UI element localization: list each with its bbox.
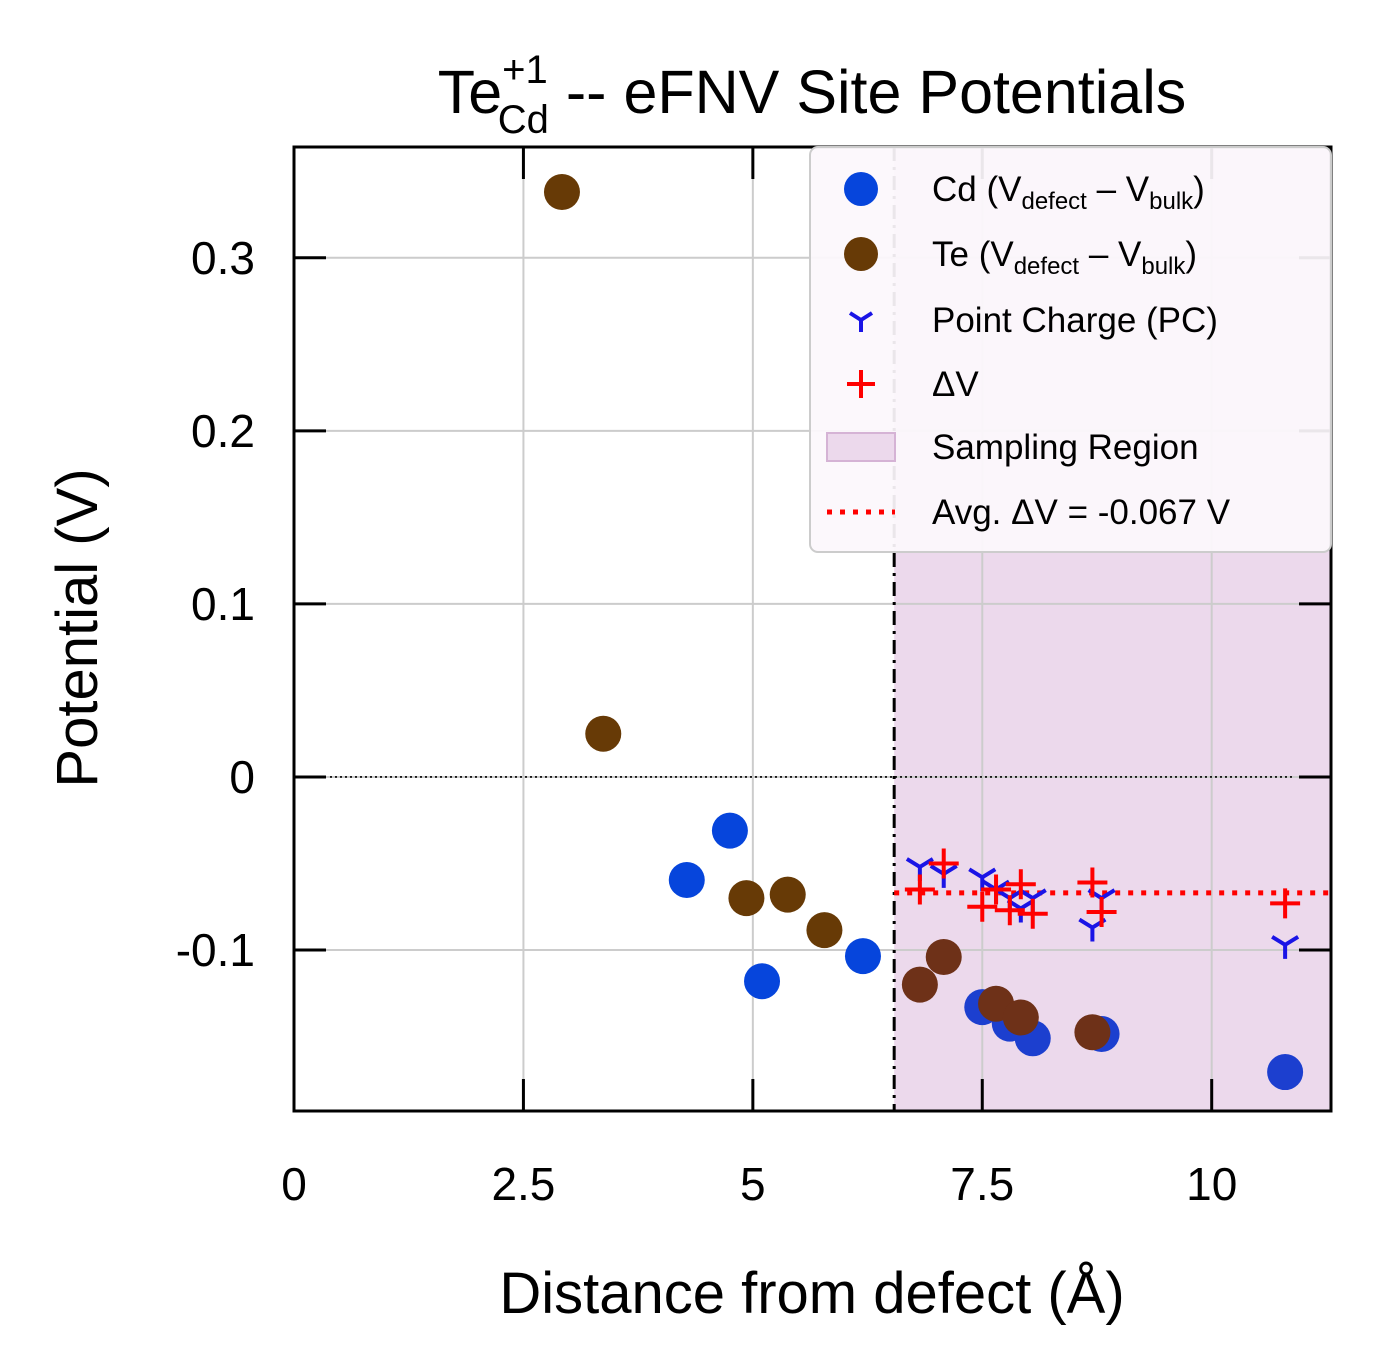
- data-point: [728, 880, 765, 917]
- x-tick-label: 10: [1186, 1158, 1237, 1210]
- legend-box: [809, 146, 1332, 553]
- data-point: [994, 895, 1025, 926]
- data-point: [744, 963, 781, 1000]
- y-tick-label: -0.1: [176, 924, 255, 976]
- x-tick-label: 0: [281, 1158, 307, 1210]
- legend-label-mid: – V: [1087, 170, 1150, 209]
- data-point: [901, 966, 938, 1003]
- data-point: [928, 848, 959, 879]
- legend-label-main: Te (V: [932, 235, 1014, 274]
- legend: Cd (Vdefect – Vbulk)Te (Vdefect – Vbulk)…: [809, 146, 1332, 553]
- y-tick-label: 0.1: [191, 578, 255, 630]
- x-tick-label: 7.5: [950, 1158, 1014, 1210]
- data-point: [769, 876, 806, 913]
- data-point: [668, 861, 705, 898]
- chart-title: Te+1 Cd -- eFNV Site Potentials: [438, 48, 1187, 142]
- legend-entry: Cd (Vdefect – Vbulk): [844, 170, 1205, 215]
- legend-entry: Sampling Region: [826, 428, 1199, 467]
- data-point: [1271, 935, 1300, 959]
- legend-label-mid: – V: [1079, 235, 1142, 274]
- data-point: [1017, 898, 1048, 929]
- data-point: [806, 912, 843, 949]
- legend-label-sub: defect: [1014, 253, 1080, 280]
- plot-frame: [292, 145, 1333, 1113]
- legend-marker-icon: [848, 311, 874, 332]
- legend-label: ΔV: [932, 365, 979, 404]
- title-superscript: +1: [502, 48, 548, 92]
- data-point: [1086, 896, 1117, 927]
- x-tick-label: 5: [740, 1158, 766, 1210]
- legend-entry: Point Charge (PC): [848, 301, 1218, 340]
- data-point: [904, 874, 935, 905]
- title-subscript: Cd: [498, 98, 549, 142]
- legend-label-sub: bulk: [1149, 188, 1194, 215]
- title-rest: -- eFNV Site Potentials: [549, 58, 1186, 126]
- data-point: [711, 812, 748, 849]
- series-3: [904, 848, 1301, 929]
- legend-entry: ΔV: [847, 365, 979, 404]
- legend-entry: Te (Vdefect – Vbulk): [844, 235, 1197, 280]
- legend-label-tail: ): [1185, 235, 1197, 274]
- data-point: [1005, 869, 1036, 900]
- legend-label-main: Cd (V: [932, 170, 1022, 209]
- legend-label-sub: defect: [1021, 188, 1087, 215]
- y-tick-label: 0.2: [191, 405, 255, 457]
- legend-marker-icon: [847, 370, 875, 398]
- legend-label-main: Point Charge (PC): [932, 301, 1218, 340]
- data-point: [1267, 1054, 1304, 1091]
- data-point: [967, 891, 998, 922]
- legend-entry: Avg. ΔV = -0.067 V: [827, 493, 1231, 532]
- legend-marker-icon: [844, 172, 878, 206]
- data-point: [1077, 867, 1108, 898]
- legend-marker-icon: [844, 237, 878, 271]
- legend-label-main: ΔV: [932, 365, 979, 404]
- legend-label-tail: ): [1193, 170, 1205, 209]
- data-point: [585, 715, 622, 752]
- legend-patch-icon: [826, 432, 896, 462]
- x-tick-label: 2.5: [491, 1158, 555, 1210]
- legend-label: Point Charge (PC): [932, 301, 1218, 340]
- data-point: [844, 938, 881, 975]
- data-point: [1270, 888, 1301, 919]
- x-axis-label: Distance from defect (Å): [499, 1261, 1124, 1326]
- data-point: [543, 173, 580, 210]
- legend-label-main: Sampling Region: [932, 428, 1199, 467]
- legend-label: Avg. ΔV = -0.067 V: [932, 493, 1231, 532]
- data-point: [925, 938, 962, 975]
- legend-label-sub: bulk: [1141, 253, 1186, 280]
- y-tick-label: 0.3: [191, 232, 255, 284]
- title-base: Te: [438, 58, 502, 126]
- data-point: [981, 874, 1012, 905]
- data-point: [1074, 1014, 1111, 1051]
- data-point: [1002, 999, 1039, 1036]
- y-axis-label: Potential (V): [45, 468, 110, 787]
- legend-label-main: Avg. ΔV = -0.067 V: [932, 493, 1231, 532]
- y-tick-label: 0: [229, 751, 255, 803]
- series-1: [543, 173, 1111, 1051]
- legend-label: Cd (Vdefect – Vbulk): [932, 170, 1205, 215]
- legend-label: Te (Vdefect – Vbulk): [932, 235, 1197, 280]
- legend-label: Sampling Region: [932, 428, 1199, 467]
